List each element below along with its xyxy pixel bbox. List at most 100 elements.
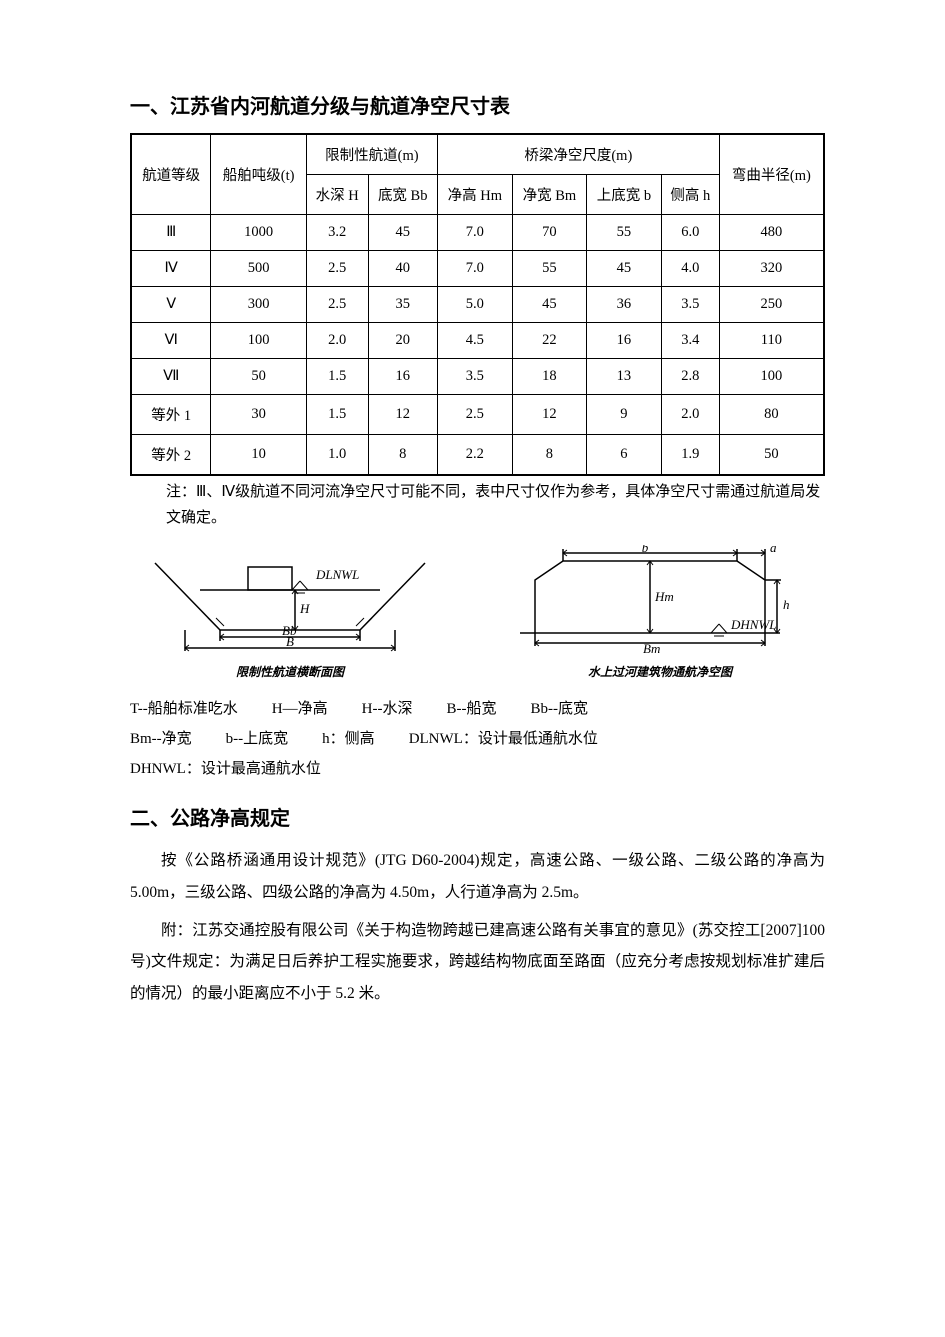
table-cell: 7.0 <box>437 215 512 251</box>
table-cell: 250 <box>719 287 824 323</box>
cross-section-svg: DLNWL H Bb B <box>140 545 440 655</box>
table-cell: 8 <box>368 435 437 476</box>
table-cell: 300 <box>211 287 307 323</box>
table-cell: Ⅲ <box>131 215 211 251</box>
table-cell: 3.4 <box>661 323 719 359</box>
legend-item: DLNWL：设计最低通航水位 <box>409 724 598 754</box>
section2-para2: 附：江苏交通控股有限公司《关于构造物跨越已建高速公路有关事宜的意见》(苏交控工[… <box>130 915 825 1010</box>
table-cell: 等外 1 <box>131 395 211 435</box>
table-cell: 1000 <box>211 215 307 251</box>
table-row: Ⅶ501.5163.518132.8100 <box>131 359 824 395</box>
channel-table: 航道等级 船舶吨级(t) 限制性航道(m) 桥梁净空尺度(m) 弯曲半径(m) … <box>130 133 825 476</box>
table-cell: 40 <box>368 251 437 287</box>
table-note: 注：Ⅲ、Ⅳ级航道不同河流净空尺寸可能不同，表中尺寸仅作为参考，具体净空尺寸需通过… <box>166 480 825 531</box>
table-cell: 45 <box>368 215 437 251</box>
label-a: a <box>770 545 777 555</box>
table-cell: 3.2 <box>306 215 368 251</box>
table-cell: 100 <box>719 359 824 395</box>
table-cell: 2.2 <box>437 435 512 476</box>
table-cell: 100 <box>211 323 307 359</box>
diagram-right: b a Hm h DHNWL Bm 水上过河建筑物通航净空图 <box>505 545 815 680</box>
th-group1: 限制性航道(m) <box>306 134 437 175</box>
table-cell: 16 <box>368 359 437 395</box>
legend-item: b--上底宽 <box>226 724 289 754</box>
table-cell: 8 <box>512 435 586 476</box>
table-cell: 45 <box>586 251 661 287</box>
table-cell: 1.5 <box>306 359 368 395</box>
table-cell: 18 <box>512 359 586 395</box>
table-cell: 2.5 <box>306 251 368 287</box>
table-cell: 500 <box>211 251 307 287</box>
clearance-svg: b a Hm h DHNWL Bm <box>505 545 815 655</box>
th-sub-2: 净高 Hm <box>437 175 512 215</box>
diagram-left-caption: 限制性航道横断面图 <box>140 663 440 680</box>
table-row: Ⅲ10003.2457.070556.0480 <box>131 215 824 251</box>
legend-item: H—净高 <box>272 694 328 724</box>
table-cell: 1.0 <box>306 435 368 476</box>
table-cell: 12 <box>512 395 586 435</box>
diagram-left: DLNWL H Bb B 限制性航道横断面图 <box>140 545 440 680</box>
th-group2: 桥梁净空尺度(m) <box>437 134 719 175</box>
table-cell: 2.5 <box>306 287 368 323</box>
table-cell: 20 <box>368 323 437 359</box>
table-cell: 7.0 <box>437 251 512 287</box>
table-cell: 6 <box>586 435 661 476</box>
table-cell: 5.0 <box>437 287 512 323</box>
legend-item: Bm--净宽 <box>130 724 192 754</box>
table-cell: 1.9 <box>661 435 719 476</box>
table-cell: 2.5 <box>437 395 512 435</box>
table-cell: 110 <box>719 323 824 359</box>
table-row: 等外 1301.5122.51292.080 <box>131 395 824 435</box>
table-cell: Ⅶ <box>131 359 211 395</box>
th-radius: 弯曲半径(m) <box>719 134 824 215</box>
table-cell: 45 <box>512 287 586 323</box>
table-cell: Ⅵ <box>131 323 211 359</box>
table-cell: 13 <box>586 359 661 395</box>
section2-title: 二、公路净高规定 <box>130 802 825 831</box>
table-cell: 80 <box>719 395 824 435</box>
th-grade: 航道等级 <box>131 134 211 215</box>
table-cell: 30 <box>211 395 307 435</box>
table-row: Ⅵ1002.0204.522163.4110 <box>131 323 824 359</box>
section1-title: 一、江苏省内河航道分级与航道净空尺寸表 <box>130 90 825 119</box>
legend-item: H--水深 <box>362 694 413 724</box>
legend-item: T--船舶标准吃水 <box>130 694 238 724</box>
th-sub-3: 净宽 Bm <box>512 175 586 215</box>
th-sub-5: 侧高 h <box>661 175 719 215</box>
table-row: Ⅳ5002.5407.055454.0320 <box>131 251 824 287</box>
th-sub-1: 底宽 Bb <box>368 175 437 215</box>
legend-block: T--船舶标准吃水 H—净高 H--水深 B--船宽 Bb--底宽 Bm--净宽… <box>130 694 825 784</box>
table-cell: 3.5 <box>437 359 512 395</box>
legend-item: DHNWL：设计最高通航水位 <box>130 754 321 784</box>
table-cell: 50 <box>719 435 824 476</box>
table-cell: 70 <box>512 215 586 251</box>
label-h: h <box>783 597 790 612</box>
table-cell: 50 <box>211 359 307 395</box>
label-H: H <box>299 601 310 616</box>
label-Bm: Bm <box>643 641 660 655</box>
diagram-right-caption: 水上过河建筑物通航净空图 <box>505 663 815 680</box>
label-Hm: Hm <box>654 589 674 604</box>
table-cell: 55 <box>512 251 586 287</box>
table-cell: 3.5 <box>661 287 719 323</box>
table-cell: 2.8 <box>661 359 719 395</box>
table-cell: 22 <box>512 323 586 359</box>
th-sub-4: 上底宽 b <box>586 175 661 215</box>
table-cell: 55 <box>586 215 661 251</box>
legend-item: Bb--底宽 <box>530 694 588 724</box>
table-cell: Ⅴ <box>131 287 211 323</box>
table-cell: 36 <box>586 287 661 323</box>
table-cell: 9 <box>586 395 661 435</box>
table-cell: Ⅳ <box>131 251 211 287</box>
table-cell: 35 <box>368 287 437 323</box>
legend-item: h：侧高 <box>322 724 375 754</box>
table-cell: 16 <box>586 323 661 359</box>
table-cell: 等外 2 <box>131 435 211 476</box>
table-cell: 480 <box>719 215 824 251</box>
label-B: B <box>286 634 294 649</box>
table-cell: 2.0 <box>306 323 368 359</box>
diagram-row: DLNWL H Bb B 限制性航道横断面图 <box>130 545 825 680</box>
table-row: Ⅴ3002.5355.045363.5250 <box>131 287 824 323</box>
table-cell: 4.0 <box>661 251 719 287</box>
table-cell: 1.5 <box>306 395 368 435</box>
